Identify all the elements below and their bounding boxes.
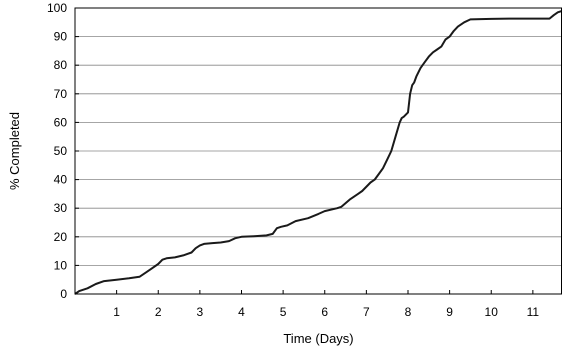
x-tick-label: 6 (321, 305, 328, 319)
x-axis-label: Time (Days) (283, 331, 353, 346)
y-axis-ticks: 0 10 20 30 40 50 60 70 80 90 100 (47, 1, 79, 301)
y-tick-label: 90 (54, 30, 68, 44)
x-tick-label: 7 (363, 305, 370, 319)
x-tick-label: 3 (197, 305, 204, 319)
x-tick-label: 10 (485, 305, 499, 319)
y-axis-label: % Completed (7, 112, 22, 190)
y-tick-label: 20 (54, 230, 68, 244)
x-tick-label: 11 (527, 305, 540, 319)
x-tick-label: 2 (155, 305, 162, 319)
series-group (74, 9, 562, 295)
x-axis-ticks: 1 2 3 4 5 6 7 8 9 10 11 (113, 290, 539, 319)
y-tick-label: 50 (54, 144, 68, 158)
y-tick-label: 60 (54, 115, 68, 129)
y-tick-label: 0 (60, 287, 67, 301)
y-tick-label: 10 (54, 258, 68, 272)
y-tick-label: 100 (47, 1, 67, 15)
x-tick-label: 4 (238, 305, 245, 319)
x-tick-label: 8 (405, 305, 412, 319)
y-tick-label: 70 (54, 87, 68, 101)
y-tick-label: 40 (54, 173, 68, 187)
x-tick-label: 1 (113, 305, 120, 319)
series-line-0 (74, 9, 562, 295)
x-tick-label: 5 (280, 305, 287, 319)
y-tick-label: 30 (54, 201, 68, 215)
y-tick-label: 80 (54, 58, 68, 72)
x-tick-label: 9 (446, 305, 453, 319)
grid-lines (75, 36, 562, 266)
